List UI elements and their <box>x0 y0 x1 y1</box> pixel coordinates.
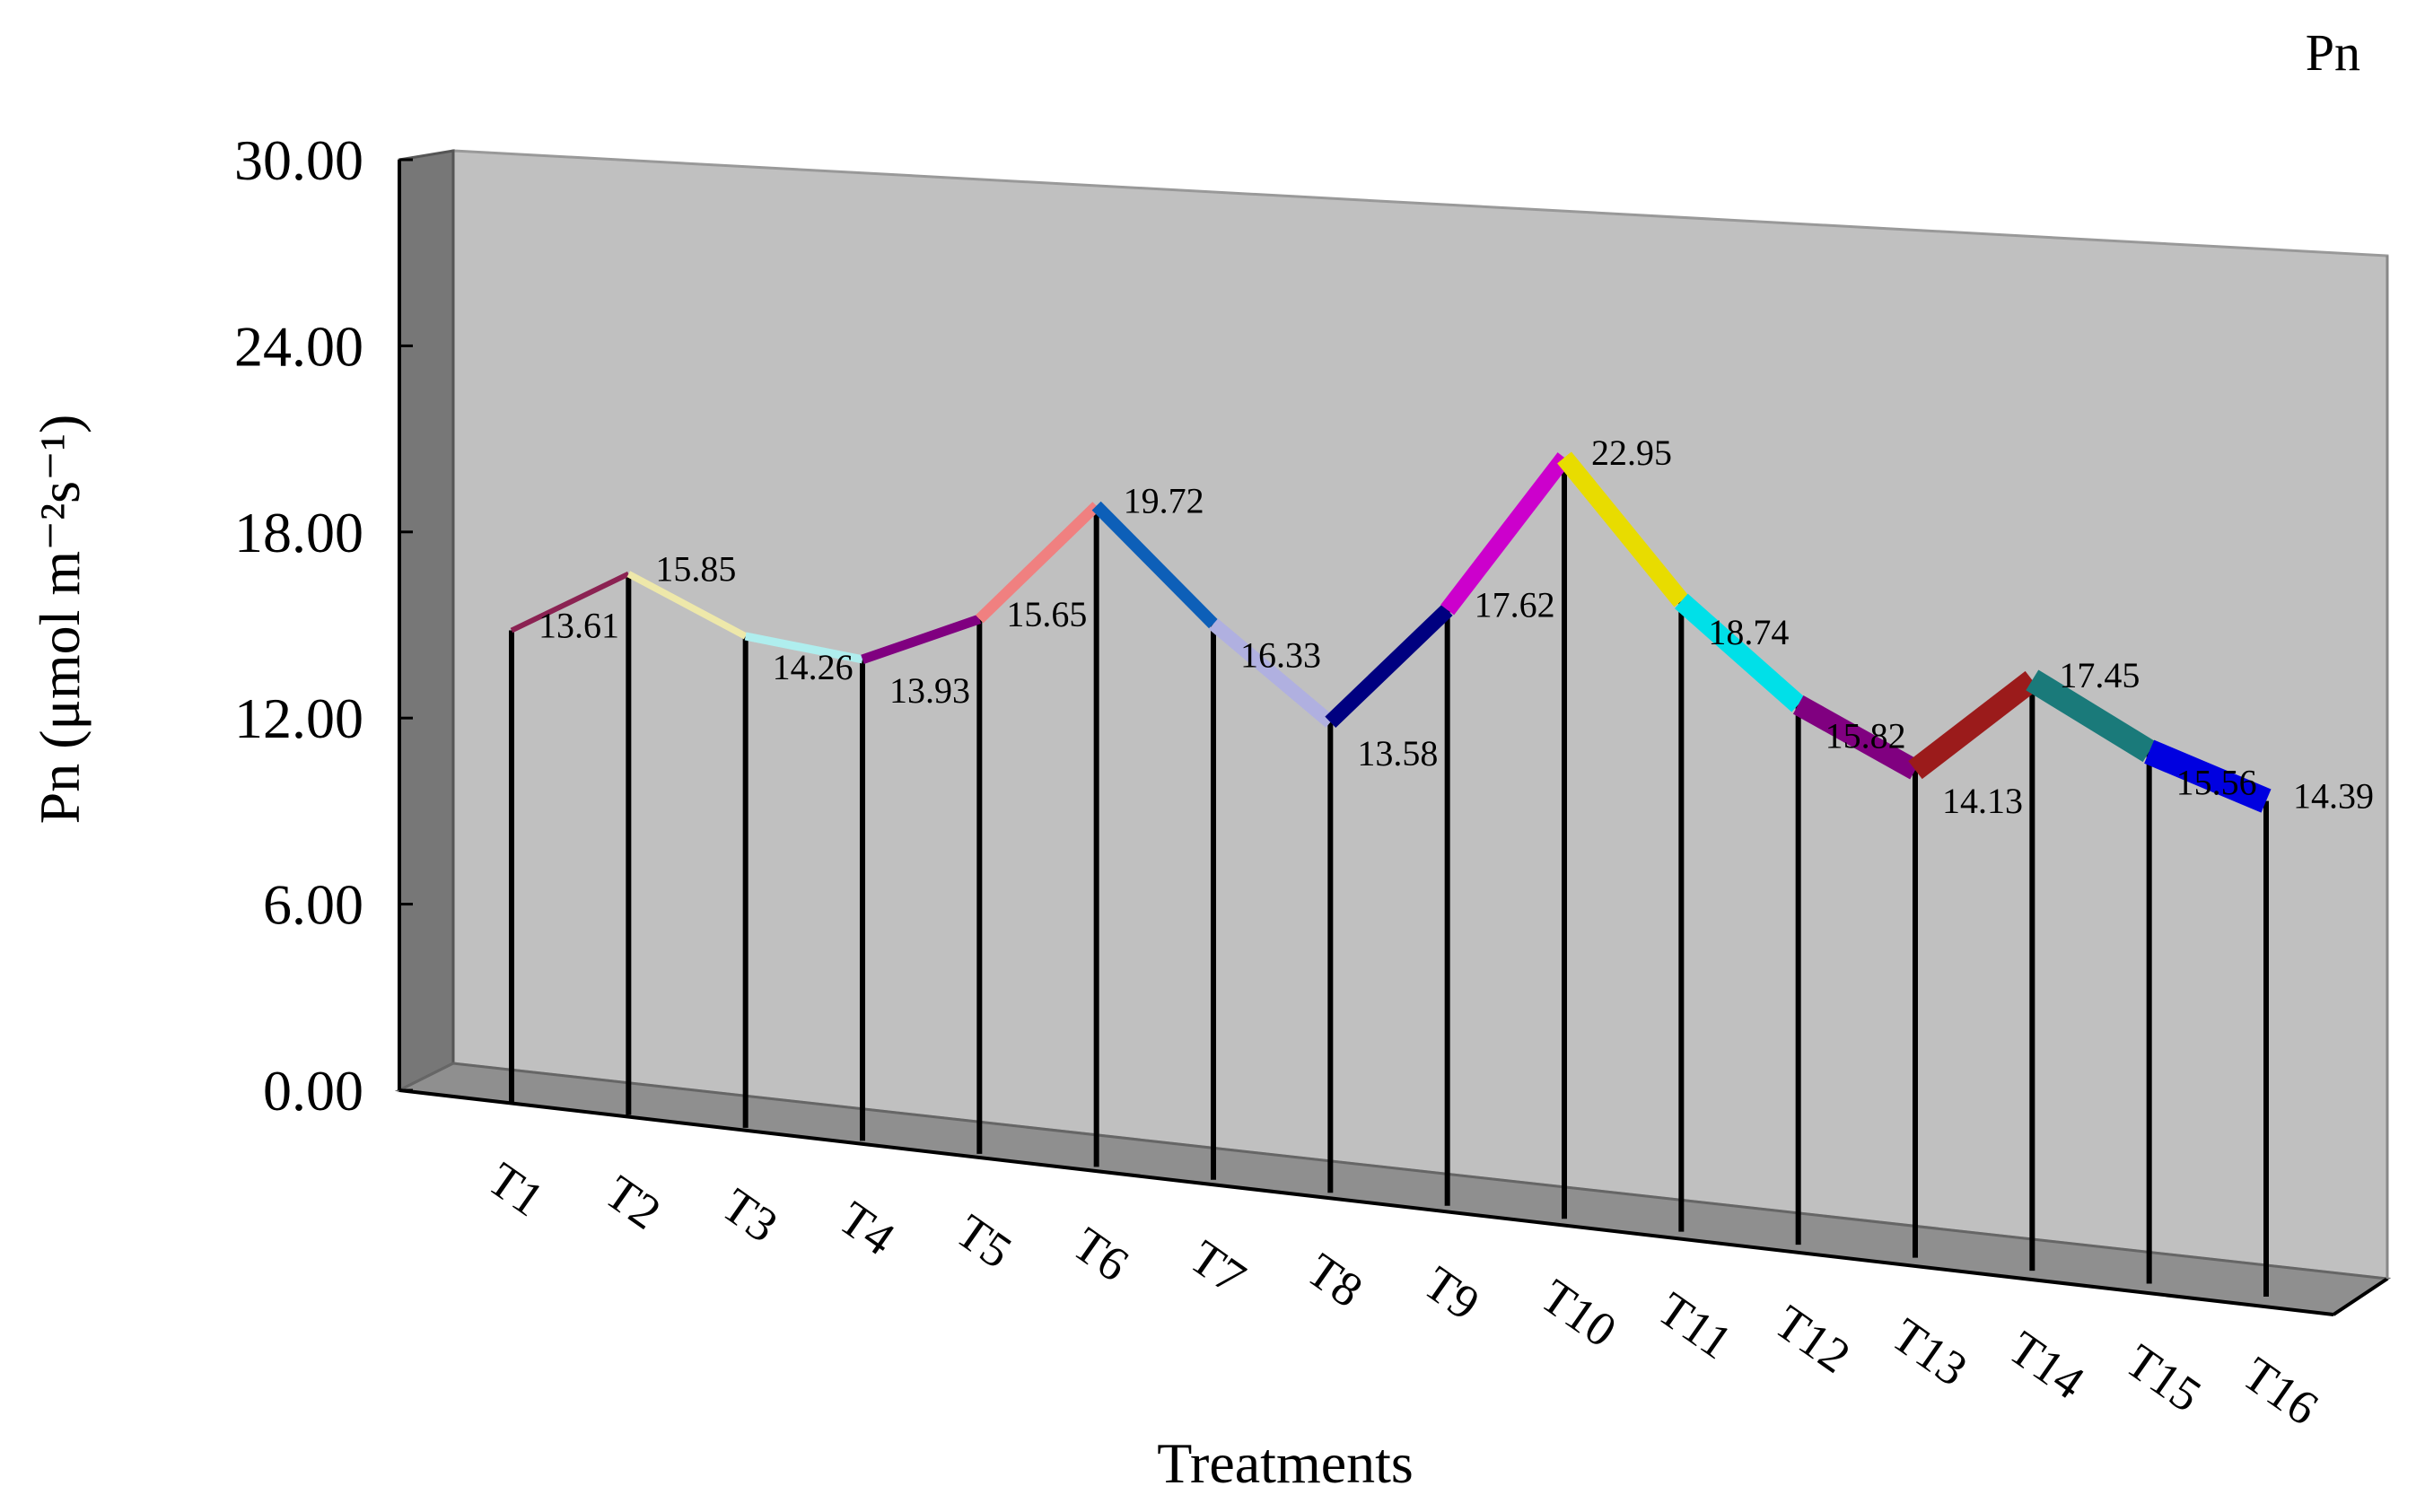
data-label: 18.74 <box>1708 612 1789 652</box>
x-tick-label: T1 <box>478 1152 554 1228</box>
data-label: 15.56 <box>2176 763 2257 803</box>
x-tick-label: T12 <box>1765 1295 1860 1384</box>
series-segment <box>976 502 1100 624</box>
series-segment <box>1675 593 1805 712</box>
data-label: 15.85 <box>655 549 736 590</box>
data-label: 14.13 <box>1942 781 2023 821</box>
x-tick-label: T2 <box>595 1165 670 1240</box>
data-label: 13.61 <box>538 606 619 646</box>
y-tick-label: 18.00 <box>234 501 363 564</box>
x-tick-label: T7 <box>1180 1229 1256 1305</box>
data-label: 17.45 <box>2059 655 2140 695</box>
data-label: 15.65 <box>1006 594 1087 634</box>
y-axis-title: Pn (μmol m⁻²s⁻¹) <box>28 415 92 825</box>
x-axis-line <box>398 1088 2334 1316</box>
x-tick-label: T4 <box>829 1191 905 1266</box>
y-tick-label: 30.00 <box>234 128 363 192</box>
series-segment <box>1557 451 1689 607</box>
series-segment <box>1325 604 1453 729</box>
x-tick-label: T15 <box>2116 1333 2211 1422</box>
x-tick-label: T5 <box>946 1204 1021 1280</box>
data-labels: 13.61 15.85 14.26 13.93 15.65 19.72 16.33 13.58… <box>538 433 2374 821</box>
data-label: 16.33 <box>1240 634 1321 675</box>
data-label: 22.95 <box>1591 433 1672 473</box>
left-wall <box>398 149 455 1093</box>
series-segment <box>1091 501 1218 629</box>
x-tick-label: T6 <box>1064 1217 1139 1292</box>
series-segment <box>1908 670 2040 780</box>
data-label: 14.39 <box>2293 776 2374 817</box>
drop-lines <box>509 457 2269 1297</box>
data-label: 15.82 <box>1825 715 1906 756</box>
x-tick-label: T9 <box>1414 1255 1490 1331</box>
x-tick-label: T10 <box>1531 1269 1626 1358</box>
data-label: 17.62 <box>1475 585 1555 625</box>
x-tick-label: T16 <box>2233 1347 2328 1436</box>
x-tick-label: T14 <box>1999 1321 2094 1410</box>
data-label: 14.26 <box>773 647 854 687</box>
series-segment <box>1208 618 1335 728</box>
data-label: 13.93 <box>889 670 970 711</box>
x-axis-title: Treatments <box>1157 1431 1414 1495</box>
y-tick-label: 24.00 <box>234 314 363 378</box>
series-segment <box>1792 695 1921 780</box>
right-floor-edge <box>2332 1277 2389 1316</box>
x-tick-label: T13 <box>1882 1307 1977 1396</box>
y-tick-label: 12.00 <box>234 686 363 750</box>
series-segment <box>1440 452 1571 616</box>
series-segment <box>510 571 630 634</box>
series-segment <box>626 571 748 640</box>
series-segment <box>2144 739 2272 813</box>
series-segment <box>744 632 863 664</box>
data-label: 13.58 <box>1357 733 1438 773</box>
y-tick-labels: 0.00 6.00 12.00 18.00 24.00 30.00 <box>234 128 413 1123</box>
series-segment <box>2026 669 2156 763</box>
series-segment <box>861 614 982 664</box>
y-tick-label: 6.00 <box>263 873 363 937</box>
series-segments <box>510 451 2272 813</box>
x-tick-label: T3 <box>713 1178 788 1254</box>
x-tick-label: T8 <box>1297 1243 1372 1318</box>
data-label: 19.72 <box>1124 481 1204 521</box>
x-tick-label: T11 <box>1648 1281 1741 1369</box>
y-tick-label: 0.00 <box>263 1059 363 1123</box>
legend-label: Pn <box>2306 23 2360 82</box>
